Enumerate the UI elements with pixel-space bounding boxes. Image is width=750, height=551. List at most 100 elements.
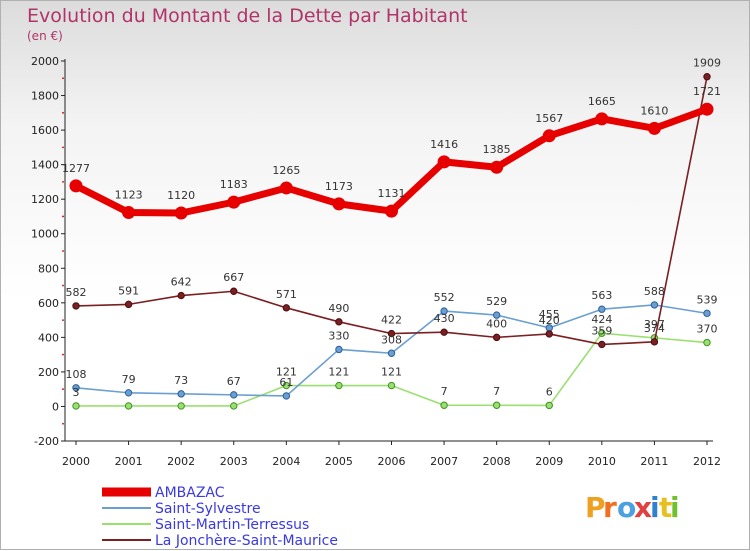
y-tick-label: -200 — [34, 435, 59, 448]
data-point-la-jonchere-saint-maurice — [650, 338, 659, 346]
data-point-saint-sylvestre — [703, 309, 711, 318]
data-label-saint-sylvestre: 308 — [381, 333, 402, 346]
chart-axes: -200 0 200 400 600 800 1000 1200 1400 1600 1800 200… — [31, 55, 721, 468]
data-point-saint-sylvestre — [335, 345, 343, 354]
logo-letter: i — [650, 491, 660, 524]
data-label-la-jonchere-saint-maurice: 422 — [381, 314, 402, 327]
y-minor-tick — [62, 422, 64, 425]
data-point-la-jonchere-saint-maurice — [335, 318, 343, 326]
y-tick-label: 400 — [38, 331, 59, 344]
logo-letter: o — [617, 491, 636, 524]
x-tick-label: 2011 — [640, 455, 668, 468]
x-tick-label: 2010 — [588, 455, 616, 468]
data-point-saint-martin-terressus — [230, 402, 238, 410]
logo-letter: x — [634, 491, 652, 524]
y-minor-tick — [62, 284, 64, 287]
data-label-la-jonchere-saint-maurice: 430 — [434, 312, 455, 325]
data-point-ambazac — [437, 155, 451, 169]
data-point-ambazac — [647, 121, 661, 135]
data-label-la-jonchere-saint-maurice: 359 — [591, 324, 612, 337]
logo-letter: t — [659, 491, 672, 524]
data-label-la-jonchere-saint-maurice: 420 — [539, 314, 560, 327]
y-minor-tick — [62, 319, 64, 321]
data-label-ambazac: 1416 — [430, 138, 458, 151]
data-labels-layer: 3 121 121 121 7 7 6 424 397 370 108 79 73 67 61 330 308 5… — [62, 57, 721, 399]
data-label-ambazac: 1173 — [325, 180, 353, 193]
x-tick-label: 2003 — [220, 455, 248, 468]
data-label-ambazac: 1665 — [588, 95, 616, 108]
data-point-saint-martin-terressus — [124, 402, 133, 410]
data-point-la-jonchere-saint-maurice — [177, 291, 185, 300]
y-minor-tick — [62, 388, 64, 391]
data-point-la-jonchere-saint-maurice — [72, 302, 80, 310]
data-label-saint-sylvestre: 67 — [227, 375, 241, 388]
y-minor-tick — [62, 181, 64, 183]
data-label-ambazac: 1567 — [535, 112, 563, 125]
data-point-saint-sylvestre — [124, 389, 133, 397]
y-minor-tick — [62, 250, 64, 252]
data-point-saint-martin-terressus — [492, 401, 501, 409]
data-label-saint-martin-terressus: 121 — [381, 366, 402, 379]
data-point-la-jonchere-saint-maurice — [703, 73, 711, 81]
data-point-la-jonchere-saint-maurice — [440, 328, 448, 336]
data-point-saint-sylvestre — [650, 301, 659, 309]
x-tick-label: 2012 — [693, 455, 721, 468]
data-label-la-jonchere-saint-maurice: 571 — [276, 288, 297, 301]
data-point-la-jonchere-saint-maurice — [282, 304, 291, 312]
x-tick-label: 2005 — [325, 455, 353, 468]
data-point-saint-martin-terressus — [545, 401, 553, 410]
data-point-saint-martin-terressus — [335, 381, 343, 390]
data-label-ambazac: 1131 — [378, 187, 406, 200]
logo-letter: P — [585, 491, 606, 524]
data-label-la-jonchere-saint-maurice: 591 — [118, 284, 139, 297]
data-point-saint-martin-terressus — [703, 338, 711, 347]
x-tick-label: 2002 — [167, 455, 195, 468]
data-point-ambazac — [279, 181, 293, 195]
data-label-saint-sylvestre: 79 — [122, 373, 136, 386]
data-label-saint-martin-terressus: 121 — [328, 366, 349, 379]
y-tick-label: 0 — [52, 400, 59, 413]
y-tick-label: 1200 — [31, 193, 59, 206]
data-label-la-jonchere-saint-maurice: 374 — [644, 322, 665, 335]
data-point-ambazac — [122, 205, 136, 219]
data-label-saint-martin-terressus: 121 — [276, 366, 297, 379]
data-point-saint-martin-terressus — [598, 329, 606, 337]
chart-unit-label: (en €) — [27, 29, 63, 43]
data-point-saint-martin-terressus — [72, 402, 80, 410]
data-label-la-jonchere-saint-maurice: 1909 — [693, 57, 721, 70]
y-tick-label: 200 — [38, 366, 59, 379]
y-minor-tick — [62, 111, 64, 114]
data-point-saint-martin-terressus — [440, 401, 448, 409]
data-label-saint-martin-terressus: 3 — [73, 386, 80, 399]
data-label-saint-sylvestre: 455 — [539, 308, 560, 321]
data-point-ambazac — [595, 112, 609, 126]
data-label-ambazac: 1120 — [167, 189, 195, 202]
data-point-ambazac — [332, 197, 346, 211]
data-label-la-jonchere-saint-maurice: 642 — [171, 276, 192, 289]
x-tick-label: 2000 — [62, 455, 90, 468]
data-label-saint-sylvestre: 108 — [66, 368, 87, 381]
y-minor-tick — [62, 77, 64, 80]
data-point-saint-sylvestre — [282, 392, 291, 400]
logo-letter: i — [670, 491, 680, 524]
data-label-saint-martin-terressus: 6 — [546, 385, 553, 398]
data-label-saint-sylvestre: 552 — [434, 291, 455, 304]
data-point-la-jonchere-saint-maurice — [598, 340, 606, 349]
x-tick-label: 2009 — [535, 455, 563, 468]
y-minor-tick — [62, 146, 64, 149]
y-tick-label: 2000 — [31, 55, 59, 68]
data-point-la-jonchere-saint-maurice — [545, 330, 553, 338]
data-label-ambazac: 1610 — [640, 104, 668, 117]
chart-title: Evolution du Montant de la Dette par Hab… — [27, 5, 468, 27]
data-point-ambazac — [542, 129, 556, 143]
data-label-saint-sylvestre: 529 — [486, 295, 507, 308]
y-tick-label: 1600 — [31, 124, 59, 137]
data-point-ambazac — [69, 179, 83, 193]
data-point-ambazac — [174, 206, 188, 220]
data-label-saint-sylvestre: 73 — [174, 374, 188, 387]
y-tick-label: 1000 — [31, 228, 59, 241]
data-label-saint-sylvestre: 61 — [279, 376, 293, 389]
data-point-saint-martin-terressus — [387, 381, 396, 390]
data-label-saint-martin-terressus: 7 — [441, 385, 448, 398]
